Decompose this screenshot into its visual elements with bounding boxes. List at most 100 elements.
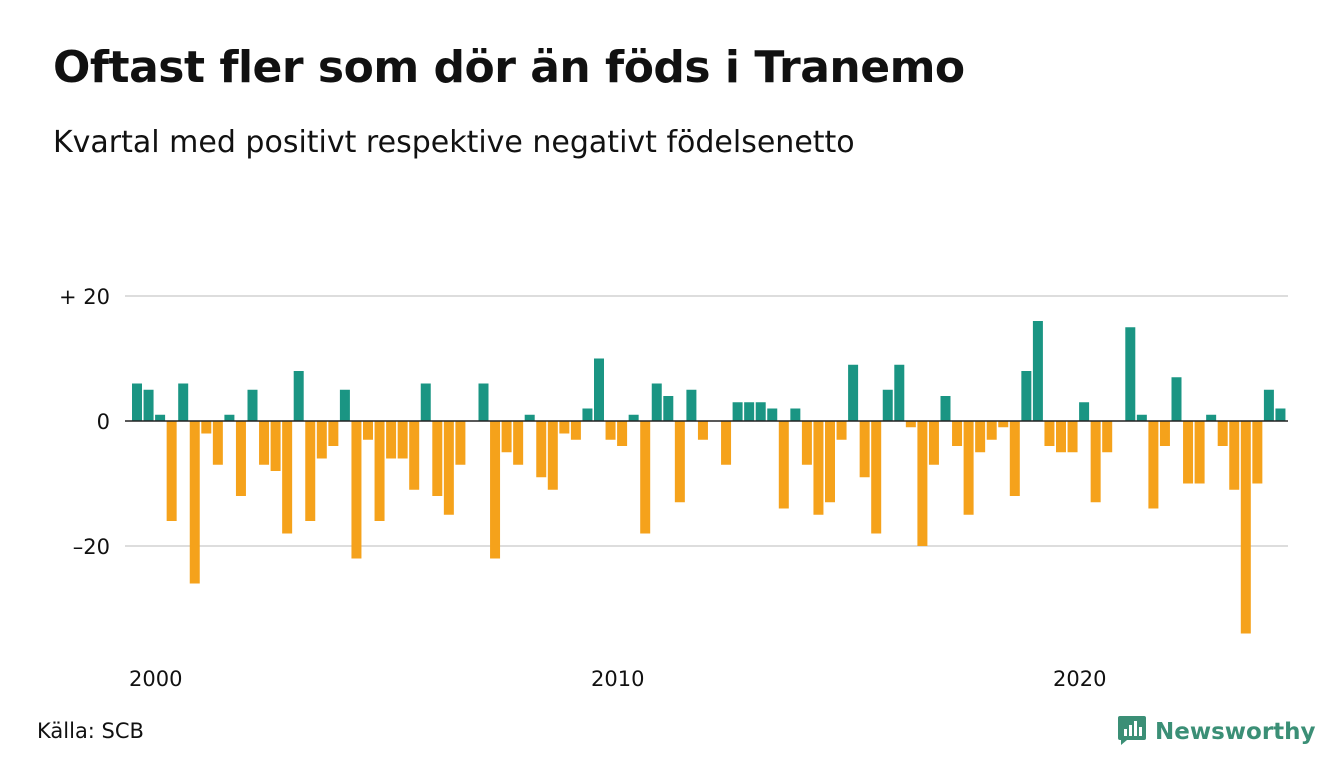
bar xyxy=(247,389,258,421)
bar xyxy=(1056,421,1066,453)
bar xyxy=(1125,327,1136,421)
bar xyxy=(132,383,142,421)
bar xyxy=(1090,421,1101,503)
bar xyxy=(686,389,697,421)
bar xyxy=(894,364,905,421)
bar xyxy=(651,383,662,421)
bar xyxy=(1044,421,1055,446)
bar xyxy=(501,421,512,453)
bar xyxy=(1240,421,1251,634)
bar xyxy=(1229,421,1240,490)
bar xyxy=(767,408,778,421)
grid-layer xyxy=(125,295,1288,547)
bar xyxy=(790,408,801,421)
bar xyxy=(559,421,570,434)
bar xyxy=(201,421,212,434)
bar xyxy=(224,414,235,421)
bar xyxy=(212,421,223,465)
bar xyxy=(721,421,732,465)
bar xyxy=(859,421,870,478)
bar xyxy=(443,421,454,515)
bar xyxy=(975,421,986,453)
bar xyxy=(570,421,581,440)
bar xyxy=(848,364,859,421)
bar xyxy=(432,421,443,496)
bar xyxy=(235,421,246,496)
bar xyxy=(697,421,708,440)
x-tick-label: 2020 xyxy=(1053,667,1106,691)
bar xyxy=(420,383,431,421)
bar xyxy=(143,389,154,421)
bar xyxy=(801,421,812,465)
bar xyxy=(1067,421,1078,453)
bar xyxy=(594,358,604,421)
bar xyxy=(882,389,893,421)
bar xyxy=(825,421,835,503)
bar xyxy=(663,396,674,421)
brand[interactable]: Newsworthy xyxy=(1117,714,1316,750)
bar xyxy=(1079,402,1090,421)
bar xyxy=(282,421,293,534)
bar xyxy=(674,421,685,503)
y-tick-label: + 20 xyxy=(59,285,110,309)
bar xyxy=(617,421,628,446)
bar xyxy=(1275,408,1286,421)
x-tick-label: 2010 xyxy=(591,667,644,691)
bar xyxy=(952,421,963,446)
bar xyxy=(1136,414,1147,421)
bar xyxy=(871,421,882,534)
bar xyxy=(339,389,350,421)
bar xyxy=(155,414,166,421)
bar xyxy=(928,421,939,465)
bar xyxy=(1183,421,1194,484)
bar xyxy=(374,421,385,521)
bar xyxy=(813,421,824,515)
bar xyxy=(513,421,524,465)
y-tick-label: –20 xyxy=(73,535,110,559)
bar xyxy=(1021,371,1032,421)
bar xyxy=(1252,421,1263,484)
bar xyxy=(1159,421,1170,446)
bar xyxy=(1263,389,1274,421)
bar xyxy=(363,421,373,440)
bar xyxy=(628,414,639,421)
bar xyxy=(259,421,270,465)
bar xyxy=(490,421,501,559)
bar xyxy=(963,421,974,515)
bar xyxy=(582,408,593,421)
bar xyxy=(478,383,489,421)
chart-title: Oftast fler som dör än föds i Tranemo xyxy=(53,42,965,93)
chart-subtitle: Kvartal med positivt respektive negativt… xyxy=(53,125,855,160)
bar xyxy=(1102,421,1113,453)
bar xyxy=(524,414,535,421)
bar xyxy=(166,421,177,521)
bar xyxy=(409,421,420,490)
bar xyxy=(178,383,189,421)
bar xyxy=(836,421,847,440)
bar xyxy=(1217,421,1228,446)
bar xyxy=(998,421,1009,428)
bar xyxy=(189,421,200,584)
brand-name: Newsworthy xyxy=(1155,719,1316,745)
bar xyxy=(328,421,339,446)
bar xyxy=(536,421,547,478)
bar xyxy=(455,421,466,465)
newsworthy-logo-icon xyxy=(1117,714,1147,750)
bar xyxy=(1194,421,1205,484)
bar xyxy=(640,421,651,534)
bar xyxy=(1032,321,1043,421)
y-tick-label: 0 xyxy=(97,410,110,434)
bar-chart: + 20 0 –20 2000 2010 2020 xyxy=(59,285,1288,691)
bar xyxy=(732,402,743,421)
bar xyxy=(1009,421,1020,496)
bar-layer xyxy=(132,321,1286,634)
bar xyxy=(316,421,327,459)
bar xyxy=(386,421,397,459)
bar xyxy=(270,421,281,471)
bar xyxy=(1148,421,1159,509)
bar xyxy=(940,396,951,421)
x-tick-label: 2000 xyxy=(129,667,182,691)
source-note: Källa: SCB xyxy=(37,719,144,743)
bar xyxy=(905,421,916,428)
bar xyxy=(1171,377,1182,421)
